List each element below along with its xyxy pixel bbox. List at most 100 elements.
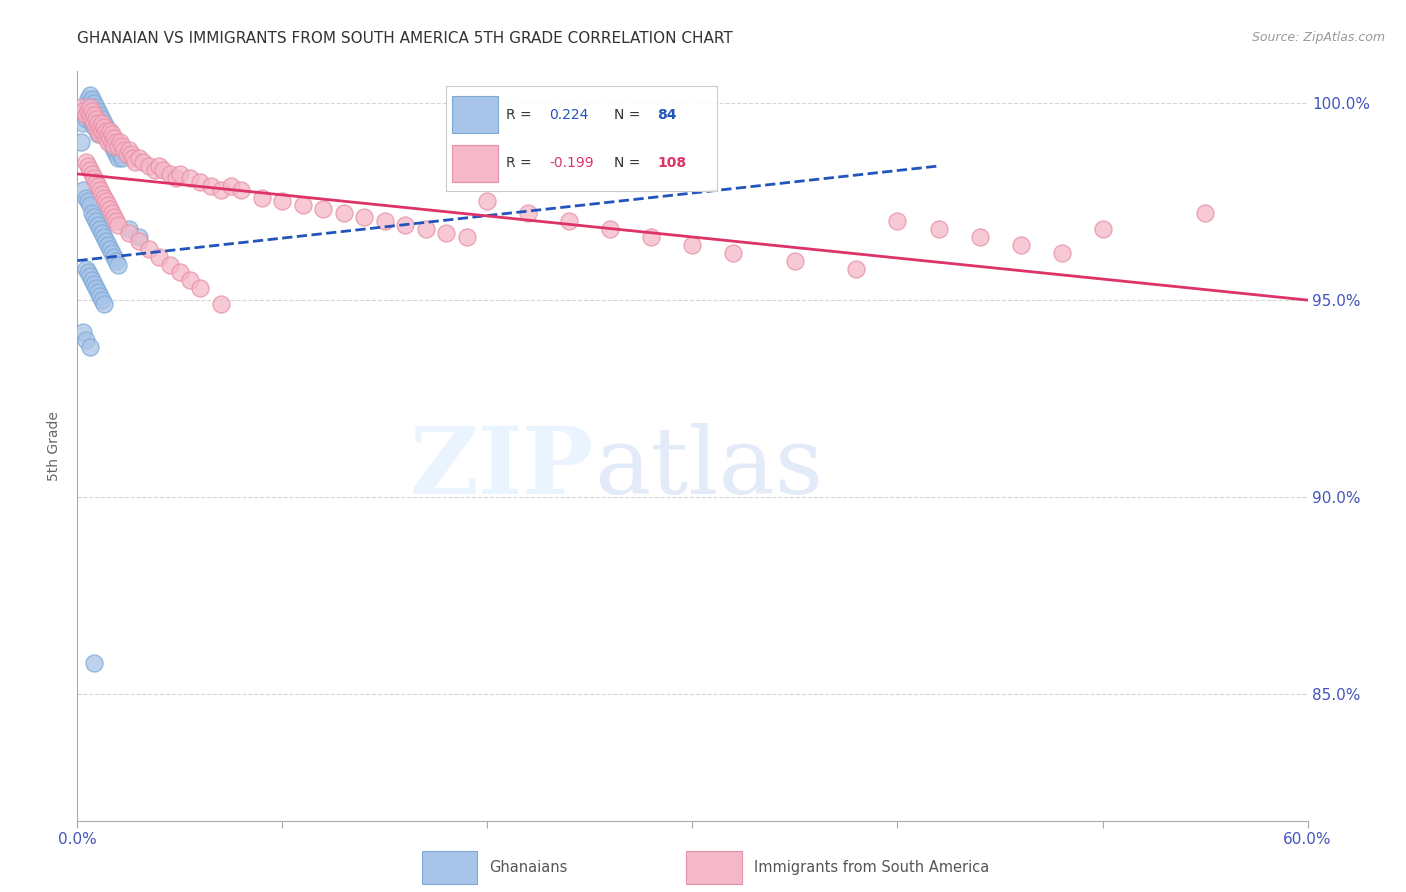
Point <box>517 206 540 220</box>
Point <box>101 206 124 220</box>
Point <box>83 120 105 134</box>
Point <box>90 112 114 126</box>
Point <box>107 139 129 153</box>
Point <box>1194 206 1216 220</box>
Point <box>103 211 125 225</box>
Point <box>209 183 232 197</box>
Point <box>72 115 94 129</box>
Point <box>83 656 105 670</box>
Point <box>121 151 143 165</box>
Point <box>90 226 114 240</box>
Point <box>231 183 253 197</box>
Point <box>83 108 105 122</box>
Point <box>188 281 212 295</box>
Point <box>105 214 128 228</box>
Point <box>117 143 139 157</box>
Point <box>107 151 129 165</box>
Point <box>93 115 115 129</box>
Point <box>72 103 94 118</box>
Point <box>87 103 110 118</box>
Point <box>105 139 128 153</box>
Point <box>312 202 335 217</box>
Point <box>79 103 101 118</box>
Point <box>107 218 129 232</box>
Point <box>75 155 97 169</box>
Point <box>353 211 375 225</box>
Point <box>101 139 124 153</box>
Point <box>120 147 142 161</box>
Point <box>87 218 110 232</box>
Point <box>87 112 110 126</box>
Point <box>110 136 132 150</box>
Point <box>79 112 101 126</box>
Point <box>101 131 124 145</box>
Point <box>87 285 110 300</box>
Point <box>70 100 93 114</box>
Point <box>93 120 115 134</box>
Point <box>80 100 103 114</box>
Point <box>84 115 107 129</box>
Point <box>101 136 124 150</box>
Point <box>138 242 160 256</box>
Point <box>111 139 134 153</box>
Point <box>138 159 160 173</box>
Point <box>209 297 232 311</box>
Point <box>84 214 107 228</box>
Point <box>89 123 111 137</box>
Point <box>79 269 101 284</box>
Point <box>477 194 499 209</box>
Point <box>75 112 97 126</box>
Text: atlas: atlas <box>595 424 824 514</box>
Point <box>97 198 120 212</box>
Point <box>90 120 114 134</box>
Point <box>84 281 107 295</box>
Point <box>132 155 155 169</box>
Point <box>98 136 121 150</box>
Point <box>76 159 98 173</box>
Point <box>83 95 105 110</box>
Point <box>93 128 115 142</box>
Point <box>75 261 97 276</box>
Point <box>105 147 128 161</box>
Point <box>128 230 150 244</box>
Point <box>97 238 120 252</box>
Point <box>94 123 117 137</box>
Point <box>90 186 114 201</box>
Point <box>83 115 105 129</box>
Point <box>75 190 97 204</box>
Point <box>97 136 120 150</box>
Point <box>89 115 111 129</box>
Point <box>1010 238 1032 252</box>
Point <box>93 230 115 244</box>
Text: ZIP: ZIP <box>409 424 595 514</box>
Point <box>90 115 114 129</box>
Point <box>76 194 98 209</box>
Point <box>250 190 273 204</box>
Point <box>97 128 120 142</box>
Point <box>101 128 124 142</box>
Point <box>159 258 181 272</box>
Point <box>94 131 117 145</box>
Point <box>271 194 294 209</box>
Point <box>76 103 98 118</box>
Point <box>83 170 105 185</box>
Point <box>98 128 121 142</box>
Point <box>75 103 97 118</box>
Point <box>928 222 950 236</box>
Point <box>117 226 139 240</box>
Point <box>98 131 121 145</box>
Point <box>94 234 117 248</box>
Point <box>558 214 581 228</box>
Point <box>80 108 103 122</box>
Point <box>723 245 745 260</box>
Point <box>165 170 187 185</box>
Point <box>179 170 201 185</box>
Point <box>84 120 107 134</box>
Point <box>179 273 201 287</box>
Point <box>76 92 98 106</box>
Point <box>101 245 124 260</box>
Point <box>94 194 117 209</box>
Point <box>83 112 105 126</box>
Point <box>103 143 125 157</box>
Point <box>80 92 103 106</box>
